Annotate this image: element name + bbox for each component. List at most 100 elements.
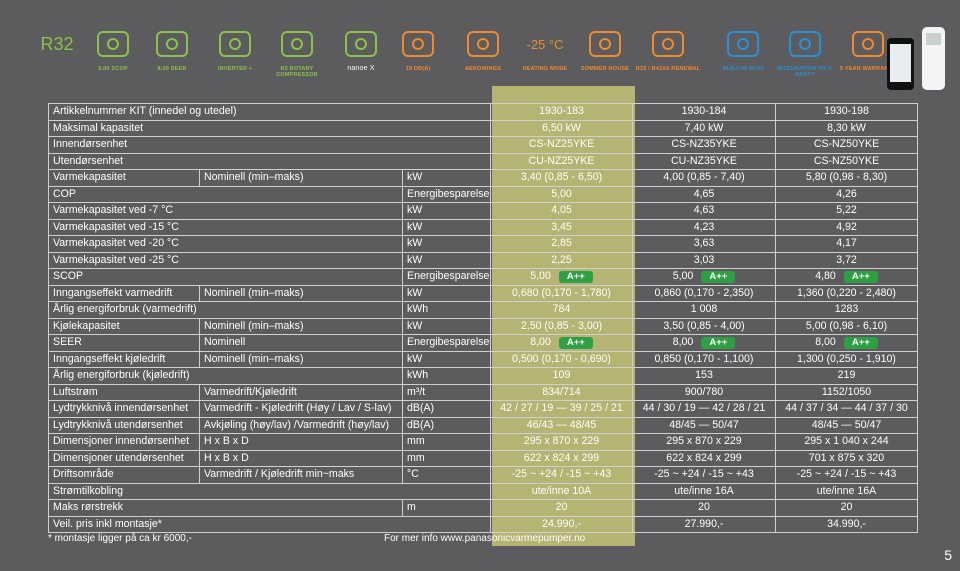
cell-text: 0,500 (0,170 - 0,690) — [512, 352, 611, 365]
table-row: Varmekapasitet ved -15 °C kW 3,45 4,23 4,92 — [48, 218, 918, 236]
table-cell: 900/780 — [632, 383, 776, 401]
table-cell: kWh — [402, 301, 491, 319]
cell-text: H x B x D — [204, 435, 249, 448]
table-cell: 5,00 (0,98 - 6,10) — [775, 317, 918, 335]
table-cell: 5,80 (0,98 - 8,30) — [775, 169, 918, 187]
cell-text: Avkjøling (høy/lav) /Varmedrift (høy/lav… — [204, 418, 390, 431]
cell-text: 1930-198 — [824, 105, 869, 118]
energy-class-badge: A++ — [843, 337, 878, 350]
cell-text: Energibesparelse — [407, 336, 490, 349]
table-cell: 4,65 — [632, 185, 776, 203]
table-cell: Varmedrift/Kjøledrift — [199, 383, 403, 401]
table-cell: Dimensjoner utendørsenhet — [48, 449, 200, 467]
table-cell: Energibesparelse — [402, 268, 491, 286]
table-cell: 46/43 — 48/45 — [490, 416, 633, 434]
cell-text: kW — [407, 286, 423, 299]
table-cell: 3,50 (0,85 - 4,00) — [632, 317, 776, 335]
energy-class-badge: A++ — [558, 271, 593, 284]
cell-text: Inngangseffekt kjøledrift — [53, 352, 166, 365]
table-row: Maksimal kapasitet 6,50 kW 7,40 kW 8,30 kW — [48, 119, 918, 137]
cell-text: 2,50 (0,85 - 3,00) — [520, 319, 603, 332]
table-cell: kW — [402, 284, 491, 302]
seer-icon: 8,00 SEER — [137, 22, 207, 72]
table-cell: 27.990,- — [632, 515, 776, 533]
table-cell: 701 x 875 x 320 — [775, 449, 918, 467]
table-cell: 1930-184 — [632, 103, 776, 121]
cell-text: 0,680 (0,170 - 1,780) — [512, 286, 611, 299]
table-cell: Nominell — [199, 334, 403, 352]
cell-text: -25 ~ +24 / -15 ~ +43 — [654, 468, 754, 481]
table-row: Dimensjoner innendørsenhet H x B x D mm 295… — [48, 433, 918, 451]
cell-text: 5,00 — [551, 187, 572, 200]
cell-text: mm — [407, 435, 425, 448]
table-cell: 1930-183 — [490, 103, 633, 121]
footnote: * montasje ligger på ca kr 6000,- — [48, 533, 192, 544]
table-cell: Maks rørstrekk — [48, 499, 403, 517]
cell-text: 5,00 — [672, 270, 694, 283]
cell-text: Nominell (min–maks) — [204, 286, 304, 299]
table-row: Utendørsenhet CU-NZ25YKE CU-NZ35YKE CS-NZ50… — [48, 152, 918, 170]
table-cell: 0,860 (0,170 - 2,350) — [632, 284, 776, 302]
cell-text: kWh — [407, 303, 429, 316]
more-info-link[interactable]: For mer info www.panasonicvarmepumper.no — [384, 533, 586, 544]
cell-text: Nominell — [204, 336, 246, 349]
table-cell: Energibesparelse — [402, 185, 491, 203]
table-cell: 153 — [632, 367, 776, 385]
aerowings-icon: AEROWINGS — [448, 22, 518, 72]
table-cell: Maksimal kapasitet — [48, 119, 491, 137]
table-row: Luftstrøm Varmedrift/Kjøledrift m³/t 834/71… — [48, 383, 918, 401]
table-cell: 3,45 — [490, 218, 633, 236]
cell-text: 27.990,- — [684, 517, 724, 530]
table-cell: m³/t — [402, 383, 491, 401]
remote-control-icon — [922, 27, 945, 90]
table-cell: ute/inne 10A — [490, 482, 633, 500]
table-cell: Varmekapasitet ved -25 °C — [48, 251, 403, 269]
cell-text: 295 x 1 040 x 244 — [804, 435, 889, 448]
table-cell: 1152/1050 — [775, 383, 918, 401]
cell-text: 219 — [837, 369, 856, 382]
spec-table: Artikkelnummer KIT (innedel og utedel) 19… — [48, 103, 918, 533]
table-cell: -25 ~ +24 / -15 ~ +43 — [632, 466, 776, 484]
table-row: Kjølekapasitet Nominell (min–maks) kW 2,50 … — [48, 317, 918, 335]
cell-text: 1152/1050 — [821, 385, 872, 398]
table-cell: kW — [402, 202, 491, 220]
table-cell: 42 / 27 / 19 — 39 / 25 / 21 — [490, 400, 633, 418]
cell-text: Inngangseffekt varmedrift — [53, 286, 173, 299]
table-cell: -25 ~ +24 / -15 ~ +43 — [490, 466, 633, 484]
cell-text: °C — [407, 468, 419, 481]
cell-text: 7,40 kW — [684, 121, 724, 134]
cell-text: Varmekapasitet ved -20 °C — [53, 237, 179, 250]
cell-text: 4,05 — [551, 204, 572, 217]
cell-text: 20 — [698, 501, 710, 514]
table-cell: 2,50 (0,85 - 3,00) — [490, 317, 633, 335]
table-cell: Varmekapasitet — [48, 169, 200, 187]
table-cell: 295 x 870 x 229 — [490, 433, 633, 451]
cell-text: 295 x 870 x 229 — [523, 435, 600, 448]
table-cell: kW — [402, 317, 491, 335]
table-cell: Nominell (min–maks) — [199, 284, 403, 302]
cell-text: 3,45 — [551, 220, 572, 233]
feature-icon-strip: R32 5,00 SCOP 8,00 SEER INVERTER + R2 ROTARY… — [0, 22, 960, 94]
table-cell: 5,22 — [775, 202, 918, 220]
cell-text: Nominell (min–maks) — [204, 171, 304, 184]
cell-text: -25 ~ +24 / -15 ~ +43 — [796, 468, 897, 481]
table-cell: 4,17 — [775, 235, 918, 253]
cell-text: Varmekapasitet — [53, 171, 126, 184]
table-cell: Nominell (min–maks) — [199, 169, 403, 187]
cell-text: Driftsområde — [53, 468, 114, 481]
table-cell: dB(A) — [402, 400, 491, 418]
table-row: Årlig energiforbruk (kjøledrift) kWh 109 15… — [48, 367, 918, 385]
cell-text: SEER — [53, 336, 82, 349]
cell-text: 4,17 — [836, 237, 857, 250]
table-cell: 1,300 (0,250 - 1,910) — [775, 350, 918, 368]
table-row: Inngangseffekt varmedrift Nominell (min–m… — [48, 284, 918, 302]
cell-text: 44 / 30 / 19 — 42 / 28 / 21 — [642, 402, 766, 415]
table-cell: 2,85 — [490, 235, 633, 253]
table-row: Inngangseffekt kjøledrift Nominell (min–m… — [48, 350, 918, 368]
sound-icon: 19 dB(A) — [383, 22, 453, 72]
table-cell: 622 x 824 x 299 — [490, 449, 633, 467]
table-cell: H x B x D — [199, 449, 403, 467]
table-row: Strømtilkobling ute/inne 10A ute/inne 16A u… — [48, 482, 918, 500]
cell-text: Lydtrykknivå innendørsenhet — [53, 402, 189, 415]
table-cell: Strømtilkobling — [48, 482, 491, 500]
